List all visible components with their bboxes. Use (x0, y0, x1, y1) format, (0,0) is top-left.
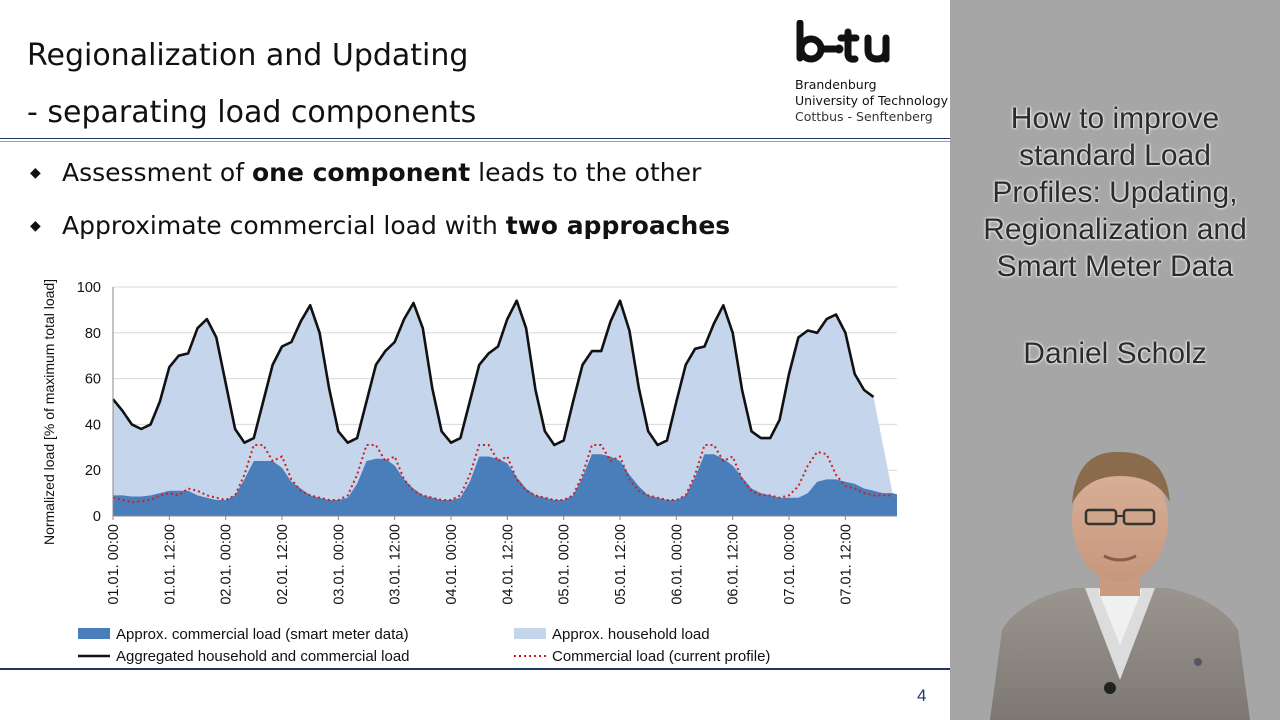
logo-text-line: University of Technology (795, 93, 949, 108)
legend-item: Approx. household load (514, 626, 710, 643)
legend-item: Commercial load (current profile) (514, 648, 770, 665)
y-tick-label: 100 (77, 280, 101, 296)
x-tick-label: 03.01. 00:00 (331, 524, 347, 605)
chart-axes (112, 287, 897, 520)
bullet-text: Assessment of one component leads to the… (62, 158, 701, 187)
x-tick-label: 04.01. 12:00 (500, 524, 516, 605)
bullet-text: Approximate commercial load with two app… (62, 211, 730, 240)
x-tick-label: 01.01. 00:00 (106, 524, 122, 605)
x-tick-label: 06.01. 12:00 (726, 524, 742, 605)
talk-title-line: How to improve (1010, 102, 1220, 135)
x-tick-label: 02.01. 12:00 (275, 524, 291, 605)
talk-title: How to improve standard Load Profiles: U… (960, 100, 1270, 285)
chart-lines (111, 299, 893, 504)
footer-divider (0, 668, 950, 670)
x-tick-label: 04.01. 00:00 (444, 524, 460, 605)
x-tick-label: 06.01. 00:00 (669, 524, 685, 605)
title-divider-thin (0, 141, 950, 142)
slide-title: Regionalization and Updating (27, 38, 469, 73)
bullet-text-pre: Approximate commercial load with (62, 211, 506, 240)
y-tick-label: 60 (85, 372, 101, 388)
chart-ticks: 0 20 40 60 80 100 01.01. 00:00 01.01. 12:00 02.0… (77, 280, 855, 605)
logo-text-line: Brandenburg (795, 77, 877, 92)
bullet-text-post: leads to the other (470, 158, 702, 187)
bullet-text-pre: Assessment of (62, 158, 252, 187)
btu-logo: b-tu (796, 20, 890, 63)
diamond-bullet-icon: ◆ (30, 165, 41, 181)
household-area (113, 300, 897, 516)
legend-label: Approx. commercial load (smart meter dat… (116, 626, 409, 643)
talk-title-line: standard Load (1019, 139, 1211, 172)
talk-title-line: Profiles: Updating, (992, 176, 1238, 209)
load-chart: 0 20 40 60 80 100 01.01. 00:00 01.01. 12:00 02.0… (41, 279, 897, 665)
y-tick-label: 0 (93, 509, 101, 525)
presenter-video (990, 451, 1250, 720)
talk-title-line: Smart Meter Data (996, 250, 1234, 283)
y-tick-label: 80 (85, 326, 101, 342)
legend-label: Commercial load (current profile) (552, 648, 770, 665)
legend-label: Aggregated household and commercial load (116, 648, 410, 665)
x-tick-label: 03.01. 12:00 (388, 524, 404, 605)
aggregated-load-line (111, 299, 875, 447)
slide: Regionalization and Updating - separatin… (0, 20, 950, 705)
talk-title-line: Regionalization and (983, 213, 1247, 246)
y-axis-label: Normalized load [% of maximum total load… (41, 279, 57, 545)
bullet-text-bold: one component (251, 158, 471, 187)
legend-label: Approx. household load (552, 626, 710, 643)
diamond-bullet-icon: ◆ (30, 218, 41, 234)
y-tick-label: 20 (85, 463, 101, 479)
slide-subtitle: - separating load components (27, 95, 477, 130)
chart-legend: Approx. commercial load (smart meter dat… (78, 626, 770, 665)
x-tick-label: 02.01. 00:00 (219, 524, 235, 605)
bullet-text-bold: two approaches (505, 211, 731, 240)
x-tick-label: 07.01. 00:00 (782, 524, 798, 605)
page-number: 4 (917, 686, 927, 705)
legend-item: Approx. commercial load (smart meter dat… (78, 626, 409, 643)
author-name: Daniel Scholz (1023, 337, 1207, 370)
legend-swatch (514, 628, 546, 639)
x-tick-label: 01.01. 12:00 (162, 524, 178, 605)
commercial-smart-meter-area (113, 454, 897, 516)
chart-areas (113, 300, 897, 516)
title-divider (0, 138, 950, 139)
legend-swatch (78, 628, 110, 639)
x-tick-label: 05.01. 12:00 (613, 524, 629, 605)
legend-item: Aggregated household and commercial load (78, 648, 410, 665)
x-tick-label: 05.01. 00:00 (557, 524, 573, 605)
logo-text-line: Cottbus - Senftenberg (795, 109, 933, 124)
x-tick-label: 07.01. 12:00 (838, 524, 854, 605)
y-tick-label: 40 (85, 417, 101, 433)
